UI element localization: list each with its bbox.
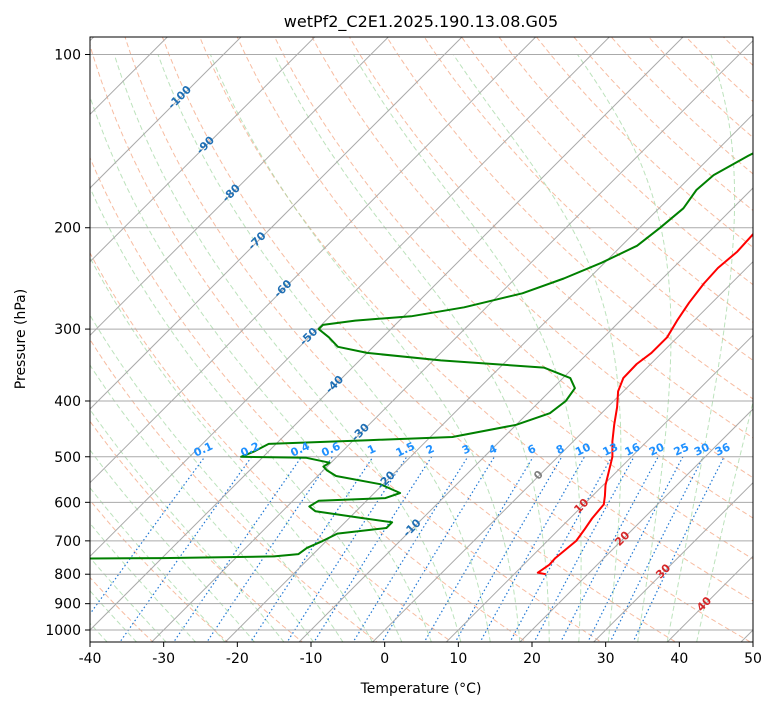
- dry-adiabat: [90, 338, 378, 642]
- dry-adiabat: [274, 37, 753, 519]
- isobars: [90, 54, 753, 631]
- dry-adiabat: [236, 37, 753, 560]
- moist-adiabat: [90, 256, 373, 642]
- isotherm: [519, 408, 753, 642]
- isotherms: [90, 37, 753, 642]
- moist-adiabat: [113, 54, 462, 642]
- mixing-ratio-label: 30: [692, 440, 712, 458]
- dry-adiabat: [386, 37, 753, 400]
- y-axis-ticks: 1000 900 800 700 600 500 400 300 200 100: [45, 48, 90, 639]
- y-tick-label: 200: [54, 221, 81, 237]
- isotherm: [150, 39, 753, 642]
- y-tick-label: 1000: [45, 623, 81, 639]
- x-tick-label: -10: [300, 651, 323, 667]
- mixing-ratio-label: 16: [623, 440, 643, 458]
- moist-adiabat: [90, 449, 255, 642]
- y-tick-label: 900: [54, 597, 81, 613]
- dry-adiabat: [90, 576, 154, 642]
- plot-frame: [89, 36, 754, 643]
- isotherm: [90, 37, 537, 484]
- moist-adiabat: [577, 54, 672, 642]
- isotherm: [90, 37, 684, 631]
- isotherm: [90, 37, 611, 558]
- temperature-line: [536, 232, 753, 576]
- moist-adiabat: [90, 95, 432, 642]
- x-tick-label: 0: [380, 651, 389, 667]
- moist-adiabat: [157, 54, 491, 642]
- moist-adiabat: [90, 364, 314, 642]
- y-tick-label: 800: [54, 567, 81, 583]
- dry-adiabat: [161, 37, 752, 642]
- y-tick-label: 600: [54, 495, 81, 511]
- y-tick-label: 500: [54, 450, 81, 466]
- chart-title: wetPf2_C2E1.2025.190.13.08.G05: [284, 12, 558, 32]
- mixing-ratio-label: 13: [601, 440, 620, 458]
- isotherm: [298, 187, 753, 642]
- mixing-ratio-label: 25: [672, 440, 691, 458]
- x-tick-label: -20: [226, 651, 249, 667]
- profile-lines: [90, 152, 753, 576]
- x-tick-label: -40: [79, 651, 102, 667]
- isotherm: [90, 37, 390, 337]
- isotherm: [90, 37, 242, 189]
- mixing-ratio-label: 10: [573, 440, 593, 458]
- dry-adiabat: [199, 37, 753, 602]
- x-tick-label: 20: [523, 651, 541, 667]
- isotherm: [445, 334, 753, 642]
- y-tick-label: 400: [54, 394, 81, 410]
- dry-adiabat: [90, 420, 304, 642]
- y-axis-title: Pressure (hPa): [13, 289, 29, 389]
- x-axis-title: Temperature (°C): [360, 681, 482, 697]
- x-tick-label: 50: [744, 651, 762, 667]
- x-tick-label: 10: [449, 651, 467, 667]
- plot-area: -100-90-80-70-60-50-40-30-20-10010203040…: [90, 37, 753, 642]
- moist-adiabat: [452, 54, 622, 642]
- mixing-ratio-label: 20: [647, 440, 667, 458]
- y-tick-label: 300: [54, 322, 81, 338]
- mixing-ratio-label: 36: [713, 440, 733, 458]
- moist-adiabat: [90, 314, 344, 642]
- x-tick-label: 30: [597, 651, 615, 667]
- moist-adiabat: [90, 186, 403, 642]
- dry-adiabat: [423, 37, 753, 361]
- isotherm: [371, 260, 753, 642]
- dewpoint-line: [90, 152, 753, 560]
- x-tick-label: -30: [152, 651, 175, 667]
- x-tick-label: 40: [670, 651, 688, 667]
- isotherm: [592, 481, 753, 642]
- dry-adiabat: [124, 37, 677, 642]
- y-tick-label: 700: [54, 534, 81, 550]
- dry-adiabat: [90, 252, 453, 642]
- isotherm: [224, 113, 753, 642]
- dry-adiabat: [90, 43, 602, 642]
- moist-adiabat: [90, 486, 226, 642]
- moist-adiabat: [273, 54, 550, 642]
- x-axis-ticks: -40 -30 -20 -10 0 10 20 30 40 50: [79, 642, 762, 667]
- moist-adiabats: [90, 54, 753, 642]
- isotherm: [90, 37, 463, 410]
- moist-adiabat: [696, 400, 753, 642]
- moist-adiabat: [666, 54, 736, 642]
- moist-adiabat: [353, 54, 582, 642]
- moist-adiabat: [209, 54, 521, 642]
- dry-adiabat: [348, 37, 753, 439]
- y-tick-label: 100: [54, 48, 81, 64]
- isotherm: [90, 37, 316, 263]
